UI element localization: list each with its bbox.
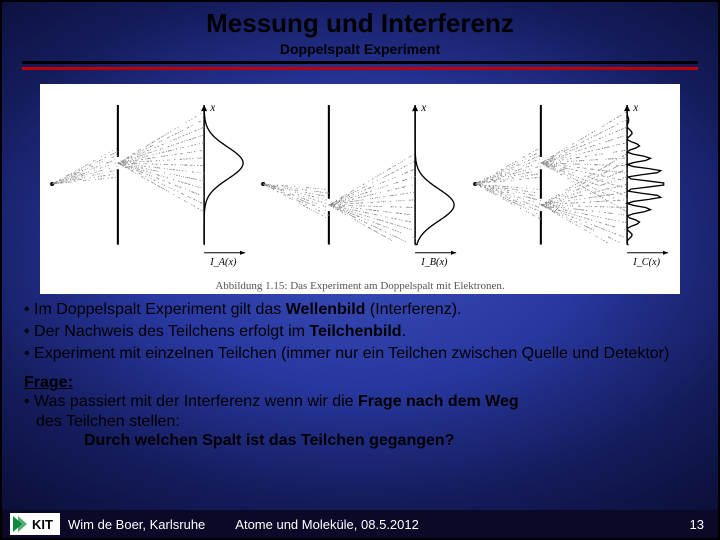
kit-logo: KIT bbox=[10, 513, 60, 535]
bullet-item: Experiment mit einzelnen Teilchen (immer… bbox=[24, 344, 696, 365]
footer: KIT Wim de Boer, Karlsruhe Atome und Mol… bbox=[2, 510, 718, 538]
divider bbox=[22, 61, 698, 70]
question-label: Frage: bbox=[24, 374, 73, 391]
svg-text:x: x bbox=[209, 102, 215, 114]
svg-text:x: x bbox=[632, 102, 638, 114]
title-block: Messung und Interferenz Doppelspalt Expe… bbox=[22, 8, 698, 57]
question-block: Frage: Was passiert mit der Interferenz … bbox=[24, 374, 696, 450]
footer-author: Wim de Boer, Karlsruhe bbox=[68, 517, 205, 532]
footer-page: 13 bbox=[690, 517, 704, 532]
figure-doubleslit: x I_A(x) x I_B(x) x I_C(x) Abbildung 1.15: Da… bbox=[40, 84, 680, 294]
svg-text:KIT: KIT bbox=[32, 517, 53, 532]
slide-title: Messung und Interferenz bbox=[22, 8, 698, 39]
svg-text:I_C(x): I_C(x) bbox=[632, 257, 660, 268]
bullet-list: Im Doppelspalt Experiment gilt das Welle… bbox=[24, 300, 696, 364]
bullet-item: Im Doppelspalt Experiment gilt das Welle… bbox=[24, 300, 696, 321]
svg-text:x: x bbox=[421, 102, 427, 114]
question-final: Durch welchen Spalt ist das Teilchen geg… bbox=[84, 432, 696, 450]
bullet-item: Der Nachweis des Teilchens erfolgt im Te… bbox=[24, 322, 696, 343]
figure-panel: x I_A(x) bbox=[46, 92, 251, 276]
svg-text:I_B(x): I_B(x) bbox=[421, 257, 449, 268]
figure-caption: Abbildung 1.15: Das Experiment am Doppel… bbox=[46, 280, 674, 292]
figure-panel: x I_B(x) bbox=[257, 92, 462, 276]
figure-panel: x I_C(x) bbox=[469, 92, 674, 276]
footer-lecture: Atome und Moleküle, 08.5.2012 bbox=[235, 517, 689, 532]
question-line: Was passiert mit der Interferenz wenn wi… bbox=[24, 392, 696, 432]
slide: Messung und Interferenz Doppelspalt Expe… bbox=[0, 0, 720, 540]
svg-text:I_A(x): I_A(x) bbox=[209, 257, 237, 268]
slide-subtitle: Doppelspalt Experiment bbox=[22, 41, 698, 57]
